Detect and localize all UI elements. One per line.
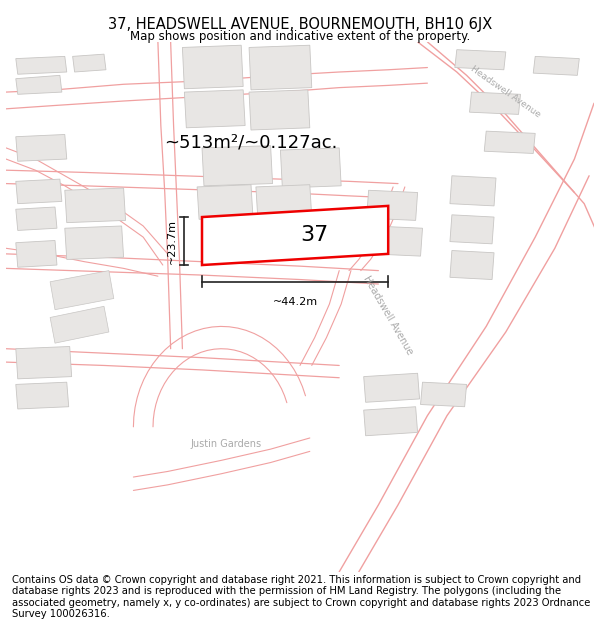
Polygon shape <box>16 346 71 379</box>
Polygon shape <box>450 176 496 206</box>
Polygon shape <box>182 45 243 89</box>
Polygon shape <box>470 92 521 114</box>
Text: 37, HEADSWELL AVENUE, BOURNEMOUTH, BH10 6JX: 37, HEADSWELL AVENUE, BOURNEMOUTH, BH10 … <box>108 18 492 32</box>
Polygon shape <box>249 45 312 90</box>
Polygon shape <box>371 226 422 256</box>
Polygon shape <box>367 190 418 221</box>
Text: Headswell Avenue: Headswell Avenue <box>469 64 542 119</box>
Polygon shape <box>73 54 106 72</box>
Polygon shape <box>16 382 69 409</box>
Text: Justin Gardens: Justin Gardens <box>191 439 262 449</box>
Polygon shape <box>50 306 109 343</box>
Polygon shape <box>184 90 245 128</box>
Polygon shape <box>256 185 312 219</box>
Text: Contains OS data © Crown copyright and database right 2021. This information is : Contains OS data © Crown copyright and d… <box>12 574 590 619</box>
Polygon shape <box>16 241 57 268</box>
Text: ~513m²/~0.127ac.: ~513m²/~0.127ac. <box>164 133 338 151</box>
Polygon shape <box>450 251 494 279</box>
Polygon shape <box>197 185 253 219</box>
Text: ~44.2m: ~44.2m <box>272 298 317 308</box>
Text: 37: 37 <box>301 226 329 246</box>
Polygon shape <box>16 179 62 204</box>
Polygon shape <box>202 146 272 186</box>
Polygon shape <box>50 271 114 309</box>
Polygon shape <box>202 206 388 265</box>
Polygon shape <box>450 215 494 244</box>
Polygon shape <box>364 373 419 402</box>
Polygon shape <box>65 188 125 222</box>
Polygon shape <box>16 76 62 94</box>
Polygon shape <box>421 382 467 407</box>
Polygon shape <box>16 56 67 74</box>
Polygon shape <box>484 131 535 154</box>
Polygon shape <box>65 226 124 259</box>
Polygon shape <box>533 56 580 76</box>
Polygon shape <box>364 407 418 436</box>
Text: Headswell Avenue: Headswell Avenue <box>361 274 415 356</box>
Polygon shape <box>16 134 67 161</box>
Polygon shape <box>280 148 341 188</box>
Polygon shape <box>455 49 506 70</box>
Text: ~23.7m: ~23.7m <box>167 219 176 264</box>
Polygon shape <box>249 90 310 130</box>
Text: Map shows position and indicative extent of the property.: Map shows position and indicative extent… <box>130 30 470 43</box>
Polygon shape <box>16 207 57 231</box>
